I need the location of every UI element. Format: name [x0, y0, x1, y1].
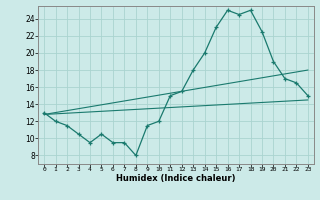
- X-axis label: Humidex (Indice chaleur): Humidex (Indice chaleur): [116, 174, 236, 183]
